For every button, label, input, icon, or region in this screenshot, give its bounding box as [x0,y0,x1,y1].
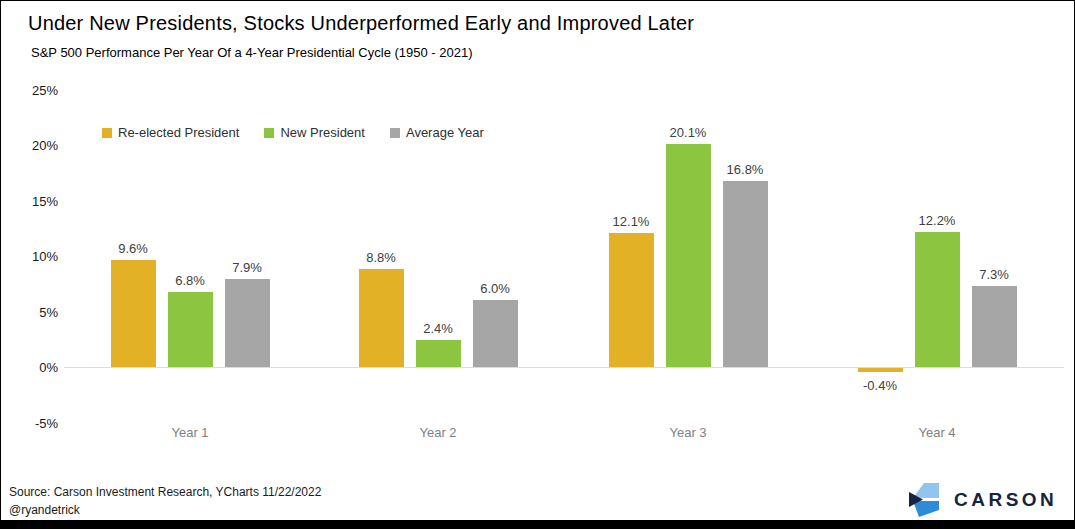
y-axis-tick-label: 10% [8,249,58,264]
x-axis-category-label: Year 2 [383,425,493,440]
x-axis-category-label: Year 1 [135,425,245,440]
carson-chevron-icon [907,481,940,519]
legend-marker-swatch [102,128,112,138]
bar-value-label: 7.3% [959,267,1029,282]
bar-value-label: 6.0% [460,281,530,296]
bar-value-label: 7.9% [212,260,282,275]
bar [666,144,711,367]
plot-area: 25%20%15%10%5%0%-5%9.6%6.8%7.9%Year 18.8… [1,1,1075,471]
bar [723,181,768,367]
x-axis-category-label: Year 4 [882,425,992,440]
bar [473,300,518,367]
y-axis-tick-label: -5% [8,416,58,431]
bar [359,269,404,367]
chart-legend: Re-elected President New President Average… [102,125,509,140]
bar [858,368,903,372]
carson-logo-text: CARSON [954,489,1057,511]
twitter-handle: @ryandetrick [9,501,321,519]
y-axis-tick-label: 5% [8,305,58,320]
legend-label: Average Year [406,125,484,140]
bar [416,340,461,367]
y-axis-tick-label: 25% [8,83,58,98]
bar [609,233,654,367]
chart-frame: Under New Presidents, Stocks Underperfor… [0,0,1075,529]
carson-logo: CARSON [907,481,1057,519]
bar [111,260,156,367]
bar-value-label: -0.4% [845,378,915,393]
legend-item: New President [264,125,365,140]
bar-value-label: 12.1% [596,214,666,229]
y-axis-tick-label: 20% [8,138,58,153]
bar-value-label: 8.8% [346,250,416,265]
bar-value-label: 16.8% [710,162,780,177]
bar [972,286,1017,367]
bottom-black-bar [1,520,1075,528]
source-text: Source: Carson Investment Research, YCha… [9,483,321,501]
bar [168,292,213,367]
bar [915,232,960,367]
legend-item: Re-elected President [102,125,239,140]
x-axis-category-label: Year 3 [633,425,743,440]
bar-value-label: 20.1% [653,125,723,140]
legend-label: New President [280,125,365,140]
y-axis-tick-label: 0% [8,360,58,375]
legend-label: Re-elected President [118,125,239,140]
source-block: Source: Carson Investment Research, YCha… [9,483,321,519]
legend-marker-swatch [264,128,274,138]
legend-marker-swatch [390,128,400,138]
bar-value-label: 2.4% [403,321,473,336]
y-axis-tick-label: 15% [8,194,58,209]
bar [225,279,270,367]
bar-value-label: 12.2% [902,213,972,228]
legend-item: Average Year [390,125,484,140]
zero-baseline [64,367,1064,368]
bar-value-label: 9.6% [98,241,168,256]
